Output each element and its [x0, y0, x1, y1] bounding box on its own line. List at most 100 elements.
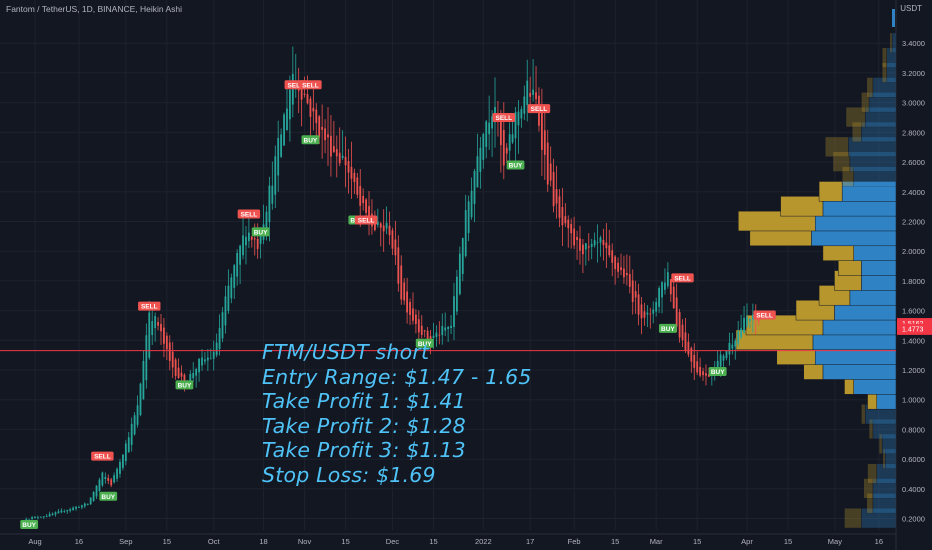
- candle: [335, 149, 338, 157]
- annotation-line: FTM/USDT short: [262, 340, 430, 364]
- candle: [605, 242, 608, 249]
- candle: [195, 369, 198, 376]
- sell-signal-label: [91, 451, 114, 461]
- candle: [110, 479, 113, 486]
- candle: [458, 253, 461, 295]
- candle: [599, 237, 602, 243]
- candle: [303, 93, 306, 95]
- candle: [154, 316, 157, 329]
- buy-signal-label: [708, 366, 727, 376]
- volume-profile-up-bar: [861, 121, 897, 143]
- buy-signal-label: [251, 227, 270, 237]
- candle: [113, 475, 116, 483]
- volume-profile-down-bar: [863, 478, 874, 499]
- volume-profile-down-bar: [832, 151, 851, 172]
- candle: [734, 340, 737, 347]
- candle: [631, 280, 634, 302]
- candle: [233, 265, 236, 288]
- candle: [453, 296, 455, 327]
- annotation-line: Take Profit 3: $1.13: [262, 438, 466, 462]
- candle: [157, 322, 159, 326]
- sell-signal-label: [138, 301, 161, 311]
- quote-currency[interactable]: USDT: [900, 4, 922, 13]
- sell-signal-label: [492, 112, 515, 122]
- candle: [708, 374, 710, 377]
- candle: [444, 327, 447, 331]
- candle: [75, 506, 77, 509]
- candle: [552, 172, 555, 207]
- price-axis-label-text: 1.4773: [902, 327, 924, 334]
- candle: [31, 517, 33, 519]
- candle: [212, 351, 215, 359]
- candle: [350, 166, 353, 179]
- y-tick-label: 1.0000: [902, 396, 925, 405]
- candle: [34, 516, 36, 519]
- candle: [379, 223, 382, 228]
- candle: [48, 513, 51, 517]
- candle: [417, 319, 420, 333]
- candle: [98, 479, 101, 492]
- candle: [83, 503, 86, 507]
- candle: [300, 87, 303, 100]
- y-tick-label: 1.8000: [902, 277, 925, 286]
- candle: [148, 312, 151, 358]
- scroll-indicator[interactable]: [892, 9, 895, 27]
- candle: [491, 116, 493, 129]
- candle: [623, 268, 625, 278]
- candle: [681, 324, 684, 341]
- candle: [705, 373, 707, 376]
- candle: [373, 220, 376, 231]
- candle: [119, 461, 121, 474]
- candle: [579, 238, 581, 251]
- candle: [702, 371, 704, 376]
- candle: [438, 334, 441, 336]
- y-tick-label: 3.0000: [902, 99, 925, 108]
- candle: [543, 130, 546, 155]
- volume-profile-down-bar: [780, 196, 824, 217]
- candle: [124, 443, 127, 462]
- buy-signal-text: BUY: [661, 326, 675, 333]
- volume-profile-down-bar: [841, 166, 854, 187]
- y-tick-label: 2.8000: [902, 128, 925, 137]
- candle: [385, 222, 388, 229]
- y-tick-label: 3.4000: [902, 39, 925, 48]
- candle: [625, 272, 628, 276]
- candle: [189, 373, 192, 383]
- candle: [602, 240, 605, 246]
- volume-profile-up-bar: [864, 106, 897, 128]
- sell-signal-text: SELL: [358, 218, 375, 225]
- candle: [247, 232, 250, 242]
- candle: [400, 265, 403, 300]
- y-tick-label: 1.2000: [902, 366, 925, 375]
- volume-profile-up-bar: [886, 47, 897, 68]
- candle: [39, 516, 42, 518]
- chart-title: Fantom / TetherUS, 1D, BINANCE, Heikin A…: [6, 4, 183, 14]
- candle: [151, 321, 154, 336]
- y-tick-label: 1.4000: [902, 336, 925, 345]
- candle: [174, 359, 177, 376]
- y-tick-label: 2.2000: [902, 217, 925, 226]
- x-tick-label: 16: [875, 537, 883, 546]
- candle: [69, 509, 72, 511]
- candle: [133, 415, 136, 435]
- candle: [86, 503, 89, 505]
- y-tick-label: 0.4000: [902, 485, 925, 494]
- candle: [526, 80, 529, 106]
- x-tick-label: 15: [784, 537, 792, 546]
- candle: [593, 240, 596, 246]
- candle: [649, 313, 652, 315]
- volume-profile-up-bar: [881, 433, 897, 455]
- candle: [359, 186, 362, 206]
- volume-profile-down-bar: [861, 92, 870, 113]
- candle: [289, 89, 291, 120]
- buy-signal-label: [415, 338, 434, 348]
- candle: [259, 236, 262, 244]
- x-tick-label: Oct: [208, 537, 221, 546]
- candle: [435, 332, 438, 337]
- candle: [321, 126, 324, 130]
- volume-profile-down-bar: [845, 106, 866, 128]
- candle: [499, 114, 502, 146]
- candle: [485, 121, 488, 147]
- candle: [511, 134, 514, 143]
